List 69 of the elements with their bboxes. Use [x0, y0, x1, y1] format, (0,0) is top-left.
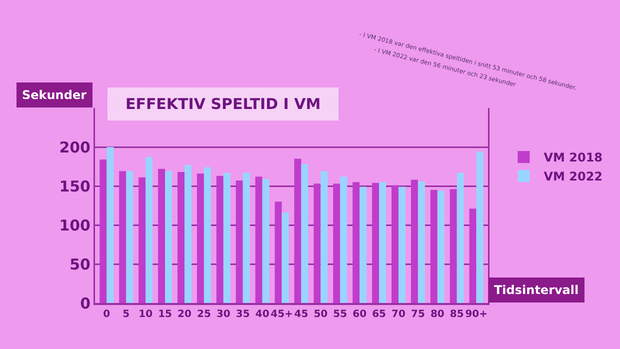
bar: [242, 172, 250, 303]
bar: [282, 212, 289, 303]
x-tick-label: 65: [372, 309, 386, 320]
x-tick-label: 0: [103, 309, 110, 320]
bar: [138, 177, 146, 303]
bar: [216, 176, 224, 303]
bar: [106, 147, 114, 303]
x-tick-label: 25: [196, 309, 211, 320]
x-tick-label: 45+: [270, 309, 293, 320]
legend-label: VM 2022: [544, 170, 603, 184]
bar: [352, 182, 360, 303]
bar: [360, 186, 367, 303]
bar: [204, 167, 211, 303]
bar: [469, 208, 476, 303]
bar: [100, 159, 107, 303]
bar: [255, 176, 262, 303]
x-tick-label: 45: [294, 309, 308, 320]
chart-title: EFFEKTIV SPELTID I VM: [115, 95, 332, 113]
bar: [410, 180, 418, 303]
x-tick-label: 15: [158, 309, 172, 320]
bar: [158, 168, 166, 303]
x-tick-label: 70: [392, 309, 406, 320]
bar: [333, 184, 340, 303]
bar: [274, 202, 282, 303]
x-tick-label: 80: [430, 309, 444, 320]
x-tick-label: 5: [122, 309, 130, 320]
bar: [223, 172, 230, 303]
x-tick-label: 40: [255, 309, 270, 320]
x-tick-label: 50: [314, 309, 328, 320]
bar: [398, 186, 406, 303]
bar: [165, 171, 172, 303]
bar: [177, 172, 184, 303]
y-axis-title: Sekunder: [22, 88, 87, 102]
x-tick-label: 60: [352, 309, 367, 320]
bar: [126, 171, 134, 303]
x-tick-label: 10: [138, 309, 153, 320]
bar: [418, 181, 425, 303]
bar: [196, 174, 204, 303]
legend-label: VM 2018: [544, 150, 603, 165]
bar: [146, 157, 153, 303]
bar: [476, 152, 484, 303]
bar: [184, 164, 192, 303]
y-tick-label: 150: [59, 177, 90, 196]
bar: [430, 190, 438, 303]
y-tick-label: 100: [59, 216, 90, 234]
y-tick-label: 50: [70, 255, 90, 274]
bar: [119, 171, 126, 303]
x-tick-label: 90+: [465, 309, 488, 320]
bar: [314, 184, 321, 303]
bar: [456, 172, 464, 303]
x-tick-label: 85: [450, 309, 464, 320]
x-tick-label: 30: [216, 309, 230, 320]
x-tick-label: 35: [236, 309, 250, 320]
x-tick-label: 20: [178, 309, 192, 320]
bar: [340, 176, 348, 303]
x-tick-label: 75: [411, 309, 425, 320]
bar: [450, 189, 457, 303]
bar: [392, 185, 398, 303]
bar: [320, 171, 328, 303]
bar: [262, 178, 270, 303]
bar: [437, 190, 444, 303]
bar: [301, 164, 308, 303]
bar: [294, 158, 302, 303]
y-tick-label: 200: [59, 138, 90, 156]
x-tick-label: 55: [333, 309, 348, 320]
bar: [236, 180, 243, 303]
x-axis-title: Tidsintervall: [494, 283, 579, 297]
bar: [379, 182, 386, 303]
bar: [372, 182, 380, 303]
